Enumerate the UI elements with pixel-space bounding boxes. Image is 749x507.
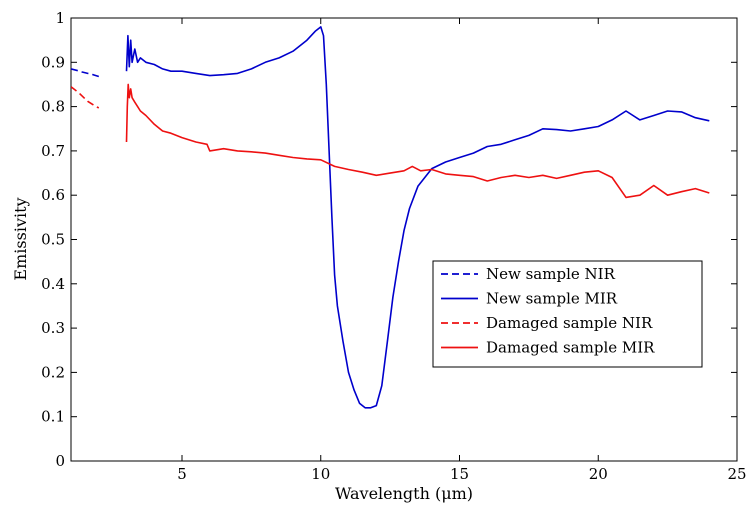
axis-ticks: 5 10 15 20 25 0 0.1 0.2 0.3 0.4 0.5 0.6 0.7 0.8 0.9 1 xyxy=(41,9,746,483)
series-line-3 xyxy=(71,86,100,109)
legend-label: Damaged sample NIR xyxy=(486,314,653,332)
plot-frame xyxy=(70,17,738,462)
y-tick-label: 0.3 xyxy=(41,319,65,337)
y-tick-label: 0.7 xyxy=(41,142,65,160)
legend-label: Damaged sample MIR xyxy=(486,339,655,357)
legend: New sample NIR New sample MIR Damaged samp… xyxy=(432,260,703,368)
series-line-2 xyxy=(125,26,710,409)
legend-label: New sample NIR xyxy=(486,265,616,283)
x-tick-label: 15 xyxy=(450,465,469,483)
series-line-1 xyxy=(71,68,100,78)
x-tick-label: 25 xyxy=(727,465,746,483)
y-tick-label: 0 xyxy=(55,452,65,470)
legend-box xyxy=(432,260,703,368)
y-tick-label: 0.8 xyxy=(41,98,65,116)
y-tick-label: 0.1 xyxy=(41,408,65,426)
y-tick-label: 0.6 xyxy=(41,186,65,204)
x-tick-label: 5 xyxy=(177,465,187,483)
y-tick-label: 0.2 xyxy=(41,363,65,381)
x-tick-label: 10 xyxy=(311,465,330,483)
series-layer xyxy=(71,26,710,409)
legend-label: New sample MIR xyxy=(486,290,618,308)
y-tick-label: 1 xyxy=(55,9,65,27)
x-tick-label: 20 xyxy=(589,465,608,483)
y-tick-label: 0.4 xyxy=(41,275,65,293)
series-line-4 xyxy=(125,83,710,199)
x-axis-title: Wavelength (μm) xyxy=(335,484,473,503)
y-tick-label: 0.9 xyxy=(41,53,65,71)
y-axis-title: Emissivity xyxy=(11,197,30,280)
y-tick-label: 0.5 xyxy=(41,231,65,249)
